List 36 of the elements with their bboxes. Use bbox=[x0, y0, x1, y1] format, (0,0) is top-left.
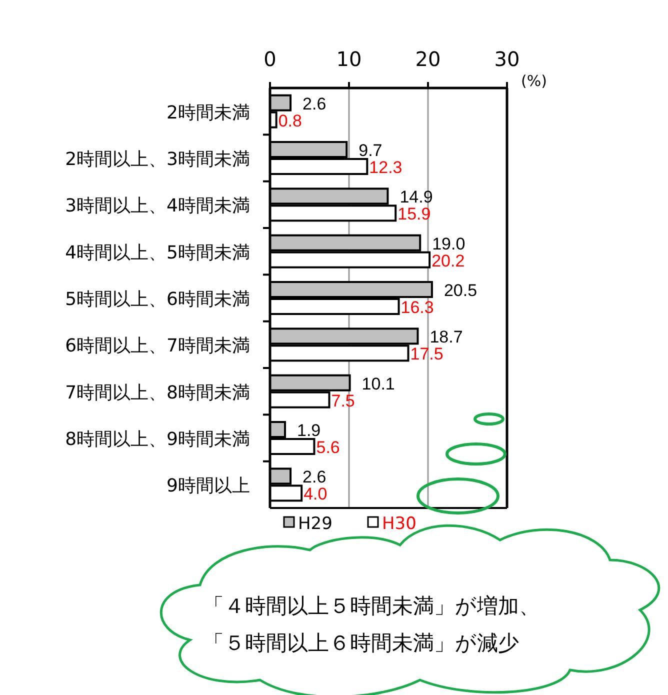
x-tick-label: 0 bbox=[264, 47, 276, 71]
y-tick-label: 3時間以上、4時間未満 bbox=[65, 196, 250, 217]
data-label: 5.6 bbox=[316, 438, 340, 457]
x-axis-title: (%) bbox=[521, 72, 547, 90]
y-tick-label: 4時間以上、5時間未満 bbox=[65, 242, 250, 264]
data-label: 20.5 bbox=[444, 281, 478, 300]
data-label: 10.1 bbox=[362, 374, 395, 394]
x-tick-label: 20 bbox=[415, 47, 441, 71]
y-tick-label: 6時間以上、7時間未満 bbox=[65, 336, 250, 357]
text: 「４時間以上５時間未満」が増加、 bbox=[203, 594, 540, 618]
legend-label: H29 bbox=[298, 514, 332, 534]
y-tick-label: 2時間以上、3時間未満 bbox=[65, 149, 250, 170]
data-label: 17.5 bbox=[410, 344, 444, 364]
y-tick-label: 8時間以上、9時間未満 bbox=[65, 429, 250, 450]
data-label: 2.6 bbox=[302, 468, 326, 487]
y-tick-label: 9時間以上 bbox=[166, 476, 250, 497]
data-label: 7.5 bbox=[331, 391, 355, 410]
y-tick-label: 7時間以上、8時間未満 bbox=[65, 382, 250, 404]
data-label: 1.9 bbox=[297, 421, 321, 440]
data-label: 20.2 bbox=[432, 251, 465, 270]
x-tick-label: 30 bbox=[494, 47, 520, 71]
data-label: 15.9 bbox=[398, 204, 431, 224]
data-label: 12.3 bbox=[369, 158, 402, 177]
data-label: 16.3 bbox=[400, 298, 434, 317]
data-label: 18.7 bbox=[430, 328, 463, 347]
y-tick-label: 2時間未満 bbox=[166, 102, 250, 124]
x-tick-label: 10 bbox=[336, 47, 362, 71]
data-label: 0.8 bbox=[278, 111, 302, 130]
data-label: 9.7 bbox=[358, 141, 382, 160]
text: 「５時間以上６時間未満」が減少 bbox=[203, 631, 519, 655]
y-tick-label: 5時間以上、6時間未満 bbox=[65, 289, 250, 310]
data-label: 2.6 bbox=[302, 94, 326, 114]
data-label: 19.0 bbox=[432, 234, 466, 254]
data-label: 14.9 bbox=[400, 188, 433, 207]
data-label: 4.0 bbox=[304, 484, 328, 504]
legend-label: H30 bbox=[382, 514, 416, 534]
